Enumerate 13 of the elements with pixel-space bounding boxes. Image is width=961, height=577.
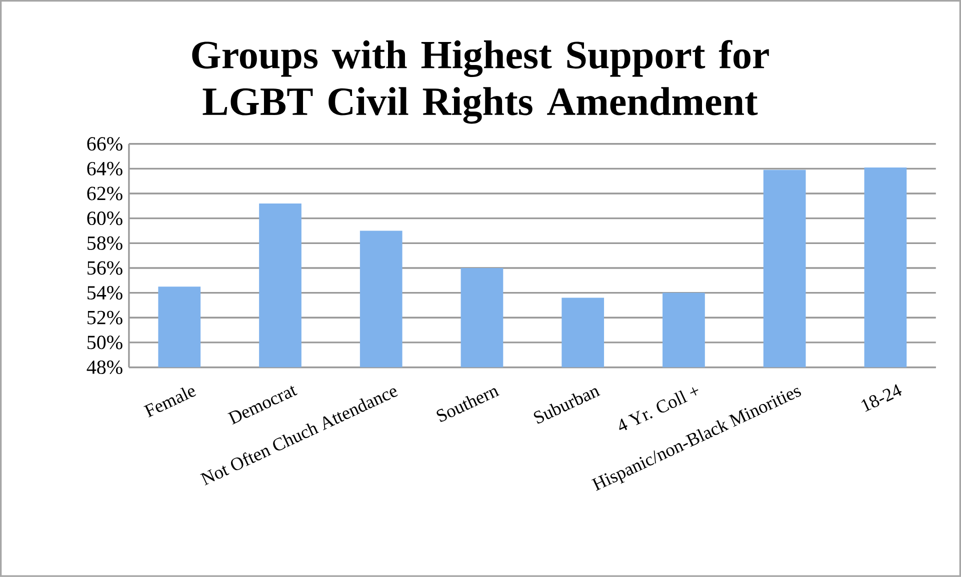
y-tick-label: 66% — [87, 137, 122, 151]
x-tick-label: 18-24 — [861, 384, 902, 412]
x-tick-label: Female — [144, 388, 196, 418]
y-tick-label: 54% — [88, 286, 122, 300]
y-tick-label: 58% — [88, 236, 122, 250]
y-tick-label: 64% — [87, 162, 122, 176]
y-tick-label: 48% — [86, 360, 122, 374]
y-tick-label: 62% — [87, 186, 122, 200]
y-tick-label: 60% — [87, 212, 122, 226]
chart-title: Groups with Highest Support for LGBT Civil Rights Amendment — [192, 40, 769, 124]
y-tick-label: 50% — [88, 336, 122, 350]
y-tick-label: 52% — [88, 310, 122, 324]
y-tick-label: 56% — [88, 261, 122, 275]
